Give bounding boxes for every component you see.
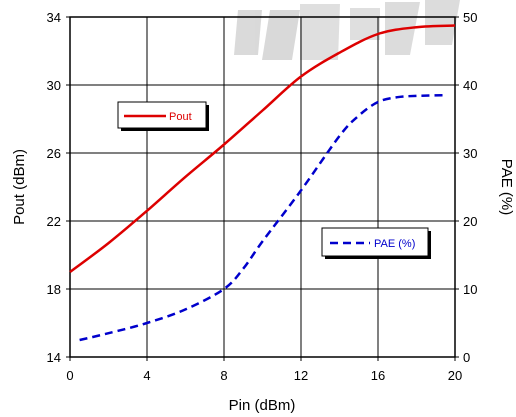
y-left-tick-label: 22 [47, 214, 61, 229]
watermark [234, 0, 460, 60]
series-line-pout [69, 24, 456, 274]
y-left-tick-label: 34 [47, 10, 61, 25]
y-left-axis-label: Pout (dBm) [11, 149, 28, 225]
x-tick-label: 8 [220, 368, 227, 383]
legend-pae-label: PAE (%) [374, 238, 415, 250]
y-left-tick-label: 26 [47, 146, 61, 161]
y-right-tick-labels: 0 10 20 30 40 50 [463, 10, 477, 365]
legend-pae: PAE (%) [321, 227, 431, 259]
x-tick-label: 0 [66, 368, 73, 383]
y-left-tick-labels: 14 18 22 26 30 34 [47, 10, 61, 365]
x-tick-label: 4 [143, 368, 150, 383]
y-left-tick-label: 30 [47, 78, 61, 93]
x-tick-label: 12 [294, 368, 308, 383]
y-left-tick-label: 18 [47, 282, 61, 297]
y-right-tick-label: 50 [463, 10, 477, 25]
legend-pout-shadow [206, 105, 209, 131]
y-right-tick-label: 10 [463, 282, 477, 297]
x-tick-labels: 0 4 8 12 16 20 [66, 368, 462, 383]
y-left-tick-label: 14 [47, 350, 61, 365]
tick-marks [66, 16, 459, 361]
legend-pae-shadow [428, 231, 431, 259]
legend-pout-shadow-b [121, 128, 209, 131]
y-right-tick-label: 40 [463, 78, 477, 93]
y-right-axis-label: PAE (%) [498, 159, 515, 215]
grid [70, 17, 455, 357]
y-right-tick-label: 20 [463, 214, 477, 229]
y-right-tick-label: 0 [463, 350, 470, 365]
plot-area [69, 16, 456, 358]
x-axis-label: Pin (dBm) [229, 397, 296, 414]
legend-pout: Pout [117, 101, 209, 131]
x-tick-label: 16 [371, 368, 385, 383]
y-right-tick-label: 30 [463, 146, 477, 161]
x-tick-label: 20 [448, 368, 462, 383]
legend-pout-label: Pout [169, 111, 192, 123]
legend-pae-shadow-b [325, 256, 431, 259]
series-line-pae [79, 93, 446, 342]
